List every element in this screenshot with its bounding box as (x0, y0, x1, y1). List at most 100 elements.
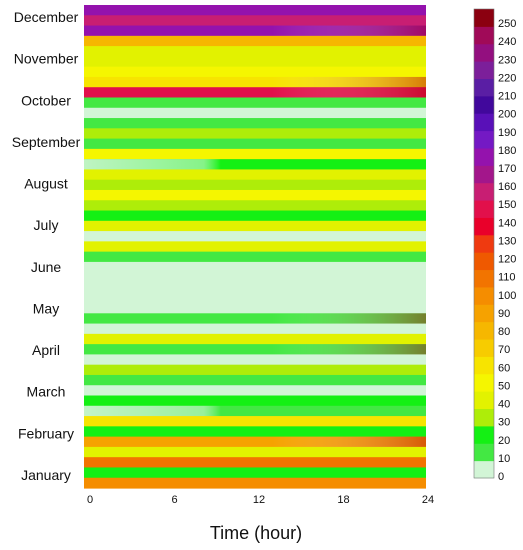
colorbar-segment-23 (474, 78, 494, 97)
heat-cell-row-15 (84, 148, 426, 160)
y-label-september: September (12, 134, 81, 150)
colorbar-segment-20 (474, 130, 494, 149)
colorbar-segment-10 (474, 304, 494, 323)
colorbar-tick-40: 40 (498, 399, 510, 411)
heat-cell-row-23 (84, 231, 426, 242)
heat-cell-row-25 (84, 251, 426, 263)
colorbar-segment-11 (474, 286, 494, 305)
heat-cell-row-18 (84, 179, 426, 191)
colorbar-segment-15 (474, 217, 494, 236)
colorbar-tick-0: 0 (498, 471, 504, 483)
heat-cell-row-17 (84, 169, 426, 181)
colorbar-segment-21 (474, 113, 494, 132)
heat-cell-row-22 (84, 220, 426, 232)
x-axis-ticks: 0 6 12 18 24 (87, 494, 434, 506)
colorbar-segment-22 (474, 95, 494, 114)
y-label-april: April (32, 342, 60, 358)
heat-cell-row-37 (84, 374, 426, 386)
colorbar-tick-190: 190 (498, 127, 516, 139)
heat-cell-shade-row-8 (84, 76, 426, 88)
colorbar-segment-14 (474, 234, 494, 253)
colorbar-tick-160: 160 (498, 181, 516, 193)
colorbar-segment-9 (474, 321, 494, 340)
colorbar-tick-10: 10 (498, 453, 510, 465)
colorbar-tick-250: 250 (498, 18, 516, 30)
y-label-march: March (27, 384, 66, 400)
heat-cell-row-13 (84, 128, 426, 140)
colorbar-tick-130: 130 (498, 235, 516, 247)
colorbar-tick-240: 240 (498, 36, 516, 48)
x-tick-0: 0 (87, 494, 93, 506)
y-label-october: October (21, 92, 71, 108)
heat-cell-row-45 (84, 457, 426, 469)
colorbar-tick-80: 80 (498, 326, 510, 338)
heat-cell-row-19 (84, 189, 426, 201)
heat-cell-shade-row-40 (84, 405, 426, 417)
heat-cell-row-36 (84, 364, 426, 376)
colorbar-tick-150: 150 (498, 199, 516, 211)
colorbar-tick-90: 90 (498, 308, 510, 320)
heat-cell-row-10 (84, 97, 426, 109)
x-tick-18: 18 (337, 494, 349, 506)
colorbar-segment-1 (474, 460, 494, 479)
colorbar-segment-7 (474, 356, 494, 375)
colorbar-segment-4 (474, 408, 494, 427)
colorbar-segment-16 (474, 200, 494, 218)
colorbar-tick-60: 60 (498, 362, 510, 374)
colorbar-tick-200: 200 (498, 109, 516, 121)
colorbar-segment-12 (474, 269, 494, 288)
colorbar-tick-220: 220 (498, 72, 516, 84)
y-label-june: June (31, 259, 62, 275)
heat-cell-row-30 (84, 303, 426, 314)
colorbar-tick-120: 120 (498, 254, 516, 266)
colorbar-tick-170: 170 (498, 163, 516, 175)
heat-cell-shade-row-34 (84, 344, 426, 356)
heat-cell-row-27 (84, 272, 426, 284)
colorbar-segment-19 (474, 147, 494, 166)
colorbar (473, 8, 495, 479)
colorbar-segment-6 (474, 373, 494, 392)
heat-cell-row-47 (84, 477, 426, 489)
colorbar-segment-27 (474, 9, 494, 27)
colorbar-tick-50: 50 (498, 380, 510, 392)
heat-cell-row-2 (84, 15, 426, 27)
heat-cell-row-46 (84, 467, 426, 479)
heat-cell-row-21 (84, 210, 426, 222)
colorbar-tick-100: 100 (498, 290, 516, 302)
colorbar-segment-3 (474, 425, 494, 444)
colorbar-tick-110: 110 (498, 272, 516, 284)
x-tick-6: 6 (171, 494, 177, 506)
colorbar-segment-25 (474, 43, 494, 62)
heat-cell-row-41 (84, 416, 426, 427)
heat-cell-row-39 (84, 395, 426, 407)
y-label-february: February (18, 425, 74, 441)
colorbar-segment-24 (474, 61, 494, 79)
colorbar-tick-140: 140 (498, 217, 516, 229)
colorbar-tick-20: 20 (498, 435, 510, 447)
heat-cell-row-20 (84, 200, 426, 212)
colorbar-segment-2 (474, 443, 494, 462)
heat-cell-row-24 (84, 241, 426, 253)
heatmap-cells (84, 5, 426, 489)
y-label-january: January (21, 467, 71, 483)
heat-cell-row-6 (84, 56, 426, 68)
heat-cell-row-7 (84, 66, 426, 78)
x-axis-title: Time (hour) (210, 523, 302, 543)
colorbar-tick-labels: 0 10 20 30 40 50 60 70 80 90 100 110 120 130 140 150 160… (498, 18, 516, 483)
heat-cell-shade-row-43 (84, 436, 426, 448)
heat-cell-row-4 (84, 35, 426, 47)
heat-cell-shade-row-3 (84, 25, 426, 37)
colorbar-tick-30: 30 (498, 417, 510, 429)
heat-cell-row-11 (84, 107, 426, 119)
colorbar-frame (473, 8, 495, 479)
heat-cell-shade-row-31 (84, 313, 426, 325)
heat-cell-row-26 (84, 261, 426, 273)
heat-cell-row-28 (84, 282, 426, 294)
colorbar-segment-8 (474, 339, 494, 357)
colorbar-segment-13 (474, 252, 494, 271)
colorbar-segment-26 (474, 26, 494, 45)
heat-cell-row-29 (84, 292, 426, 304)
heat-cell-row-44 (84, 446, 426, 458)
heat-cell-row-5 (84, 46, 426, 57)
heat-cell-row-12 (84, 118, 426, 129)
